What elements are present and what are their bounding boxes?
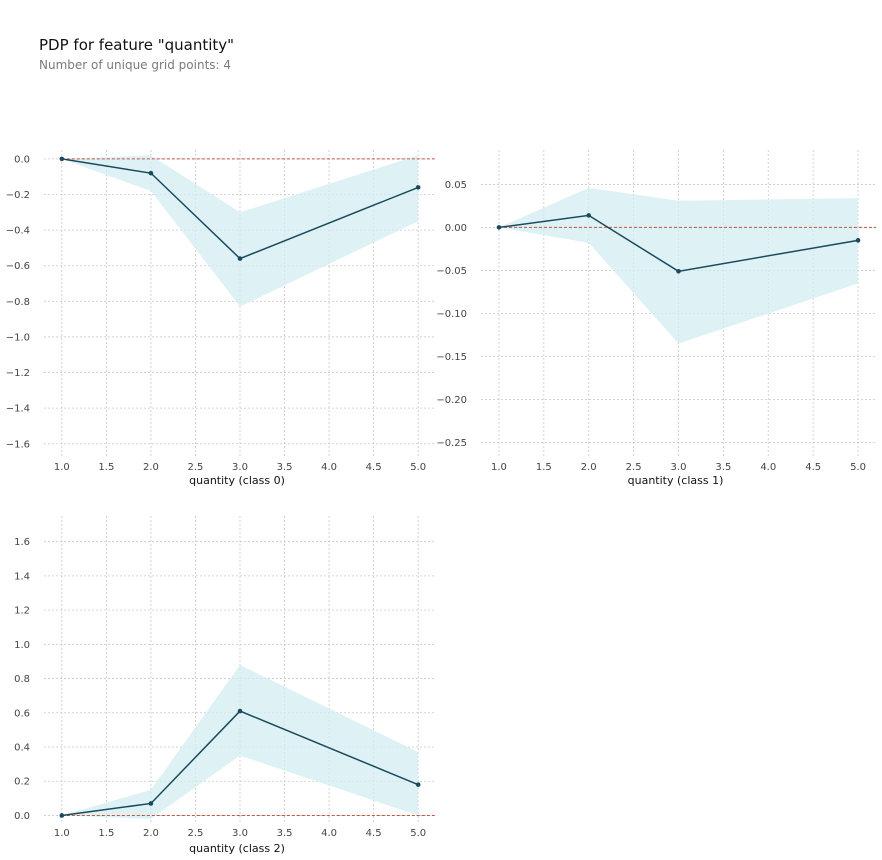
x-tick-label: 4.5 xyxy=(366,828,382,839)
y-tick-label: 0.0 xyxy=(14,154,30,165)
x-tick-label: 2.5 xyxy=(188,828,204,839)
x-tick-label: 4.5 xyxy=(805,462,821,473)
pdp-point xyxy=(148,801,154,806)
pdp-point xyxy=(237,708,243,714)
x-axis-label: quantity (class 0) xyxy=(189,474,285,487)
chart-subtitle: Number of unique grid points: 4 xyxy=(39,58,232,72)
confidence-band xyxy=(498,187,859,344)
confidence-band xyxy=(61,155,419,307)
y-tick-label: 1.0 xyxy=(14,640,30,651)
x-tick-label: 3.5 xyxy=(277,828,293,839)
x-tick-label: 4.0 xyxy=(760,462,776,473)
x-tick-label: 1.0 xyxy=(491,462,507,473)
y-tick-label: 0.0 xyxy=(14,811,30,822)
x-tick-label: 5.0 xyxy=(410,462,426,473)
pdp-line xyxy=(498,214,859,273)
y-tick-label: −0.2 xyxy=(6,190,30,201)
x-tick-label: 5.0 xyxy=(850,462,866,473)
pdp-line xyxy=(61,710,419,817)
x-tick-label: 1.5 xyxy=(536,462,552,473)
x-tick-label: 3.5 xyxy=(715,462,731,473)
pdp-point xyxy=(148,170,154,176)
pdp-point xyxy=(59,156,65,162)
pdp-point xyxy=(237,256,243,261)
x-tick-label: 1.0 xyxy=(54,462,70,473)
pdp-point xyxy=(496,225,502,230)
y-tick-label: 1.2 xyxy=(14,606,30,617)
x-tick-label: 3.0 xyxy=(671,462,687,473)
y-tick-label: 0.8 xyxy=(14,674,30,685)
x-tick-label: 2.0 xyxy=(143,462,159,473)
pdp-panel-class-0: 1.0 1.5 2.0 2.5 3.0 3.5 4.0 4.5 5.0 0.0 −0.2 −0.4 −0… xyxy=(6,150,436,487)
x-tick-label: 3.0 xyxy=(232,462,248,473)
y-tick-label: −0.6 xyxy=(6,261,30,272)
y-tick-label: −1.2 xyxy=(6,368,30,379)
y-tick-label: −0.8 xyxy=(6,297,30,308)
y-tick-label: 0.05 xyxy=(445,180,467,191)
x-tick-label: 5.0 xyxy=(410,828,426,839)
pdp-line xyxy=(61,158,419,260)
y-tick-label: 1.4 xyxy=(14,571,30,582)
pdp-point xyxy=(415,185,421,190)
y-tick-label: −0.15 xyxy=(436,352,467,363)
pdp-point xyxy=(586,213,592,218)
x-tick-label: 2.5 xyxy=(188,462,204,473)
x-tick-label: 4.5 xyxy=(366,462,382,473)
x-tick-label: 2.0 xyxy=(143,828,159,839)
y-tick-label: −1.6 xyxy=(6,439,30,450)
y-tick-label: −0.05 xyxy=(436,266,467,277)
x-tick-label: 4.0 xyxy=(321,462,337,473)
x-axis-label: quantity (class 2) xyxy=(189,842,285,855)
y-tick-label: −0.10 xyxy=(436,309,467,320)
y-tick-label: 0.2 xyxy=(14,777,30,788)
y-tick-label: −1.0 xyxy=(6,332,30,343)
y-tick-label: −0.25 xyxy=(436,438,467,449)
x-tick-label: 4.0 xyxy=(321,828,337,839)
y-tick-label: 0.4 xyxy=(14,743,30,754)
x-tick-label: 1.5 xyxy=(98,462,114,473)
y-tick-label: 0.00 xyxy=(445,223,467,234)
x-tick-label: 3.0 xyxy=(232,828,248,839)
chart-title: PDP for feature "quantity" xyxy=(39,36,235,54)
pdp-panel-class-2: 1.0 1.5 2.0 2.5 3.0 3.5 4.0 4.5 5.0 0.0 0.2 0.4 0.6 0… xyxy=(14,516,436,855)
pdp-panel-class-1: 1.0 1.5 2.0 2.5 3.0 3.5 4.0 4.5 5.0 0.05 0.00 −0.05… xyxy=(436,150,876,487)
y-tick-label: 0.6 xyxy=(14,708,30,719)
x-tick-label: 1.5 xyxy=(98,828,114,839)
y-tick-label: −1.4 xyxy=(6,404,30,415)
x-tick-label: 1.0 xyxy=(54,828,70,839)
x-tick-label: 2.5 xyxy=(626,462,642,473)
y-tick-label: −0.4 xyxy=(6,226,30,237)
pdp-point xyxy=(415,782,421,787)
confidence-band xyxy=(61,664,419,819)
pdp-point xyxy=(855,238,861,243)
x-axis-label: quantity (class 1) xyxy=(628,474,724,487)
pdp-point xyxy=(676,269,681,274)
y-tick-label: 1.6 xyxy=(14,537,30,548)
pdp-point xyxy=(59,813,65,818)
x-tick-label: 2.0 xyxy=(581,462,597,473)
x-tick-label: 3.5 xyxy=(277,462,293,473)
y-tick-label: −0.20 xyxy=(436,395,467,406)
